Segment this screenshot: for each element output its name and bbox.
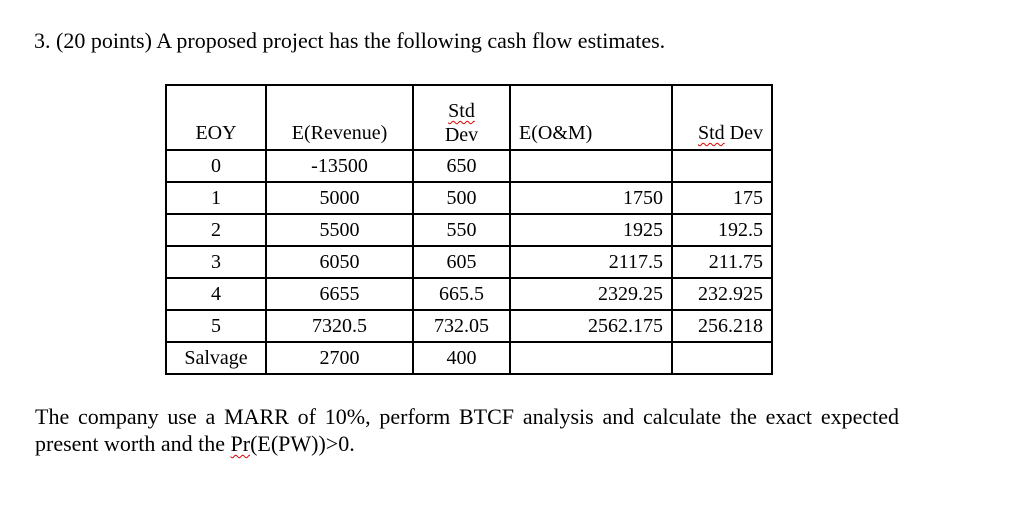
table-row: 0 -13500 650 <box>165 149 773 183</box>
table-row: 3 6050 605 2117.5 211.75 <box>165 245 773 279</box>
table-cell: 175 <box>671 181 773 215</box>
table-cell <box>509 149 673 183</box>
table-cell: 1750 <box>509 181 673 215</box>
table-row: 2 5500 550 1925 192.5 <box>165 213 773 247</box>
table-cell: 732.05 <box>412 309 511 343</box>
table-cell <box>509 341 673 375</box>
question-title: 3. (20 points) A proposed project has th… <box>34 28 666 53</box>
table-row: 1 5000 500 1750 175 <box>165 181 773 215</box>
header-om: E(O&M) <box>509 84 673 151</box>
header-revenue: E(Revenue) <box>265 84 414 151</box>
table-cell: 6050 <box>265 245 414 279</box>
table-cell: 500 <box>412 181 511 215</box>
header-std-dev-om: Std Dev <box>671 84 773 151</box>
table-row: 5 7320.5 732.05 2562.175 256.218 <box>165 309 773 343</box>
cash-flow-table: EOY E(Revenue) Std Dev E(O&M) Std Dev 0 -1… <box>165 84 773 375</box>
header-dev-text: Dev <box>724 122 763 144</box>
table-cell: 7320.5 <box>265 309 414 343</box>
table-cell: 232.925 <box>671 277 773 311</box>
table-cell: 5500 <box>265 213 414 247</box>
paragraph-tail: (E(PW))>0. <box>250 431 355 456</box>
table-cell: 2 <box>165 213 267 247</box>
table-cell: 400 <box>412 341 511 375</box>
table-cell: Salvage <box>165 341 267 375</box>
table-cell: 665.5 <box>412 277 511 311</box>
table-cell: 1 <box>165 181 267 215</box>
header-std-text: Std <box>448 100 475 122</box>
table-cell: 2700 <box>265 341 414 375</box>
table-cell: 211.75 <box>671 245 773 279</box>
table-row: Salvage 2700 400 <box>165 341 773 375</box>
table-cell: 4 <box>165 277 267 311</box>
table-cell: 550 <box>412 213 511 247</box>
header-dev-text: Dev <box>444 124 479 146</box>
paragraph-pr: Pr <box>230 431 251 456</box>
table-cell: 650 <box>412 149 511 183</box>
table-cell: 5000 <box>265 181 414 215</box>
table-cell: 5 <box>165 309 267 343</box>
question-paragraph: The company use a MARR of 10%, perform B… <box>35 403 899 457</box>
table-cell: 1925 <box>509 213 673 247</box>
table-cell: 6655 <box>265 277 414 311</box>
table-cell: -13500 <box>265 149 414 183</box>
table-cell: 2329.25 <box>509 277 673 311</box>
header-std-text: Std <box>697 122 725 144</box>
table-cell: 256.218 <box>671 309 773 343</box>
paragraph-text: The company use a MARR of 10%, perform B… <box>35 404 899 456</box>
table-cell: 0 <box>165 149 267 183</box>
table-cell: 605 <box>412 245 511 279</box>
table-cell: 3 <box>165 245 267 279</box>
table-header-row: EOY E(Revenue) Std Dev E(O&M) Std Dev <box>165 84 773 151</box>
table-cell <box>671 149 773 183</box>
table-cell: 2117.5 <box>509 245 673 279</box>
header-std-dev-revenue: Std Dev <box>412 84 511 151</box>
table-cell <box>671 341 773 375</box>
table-row: 4 6655 665.5 2329.25 232.925 <box>165 277 773 311</box>
header-eoy: EOY <box>165 84 267 151</box>
table-cell: 2562.175 <box>509 309 673 343</box>
table-cell: 192.5 <box>671 213 773 247</box>
